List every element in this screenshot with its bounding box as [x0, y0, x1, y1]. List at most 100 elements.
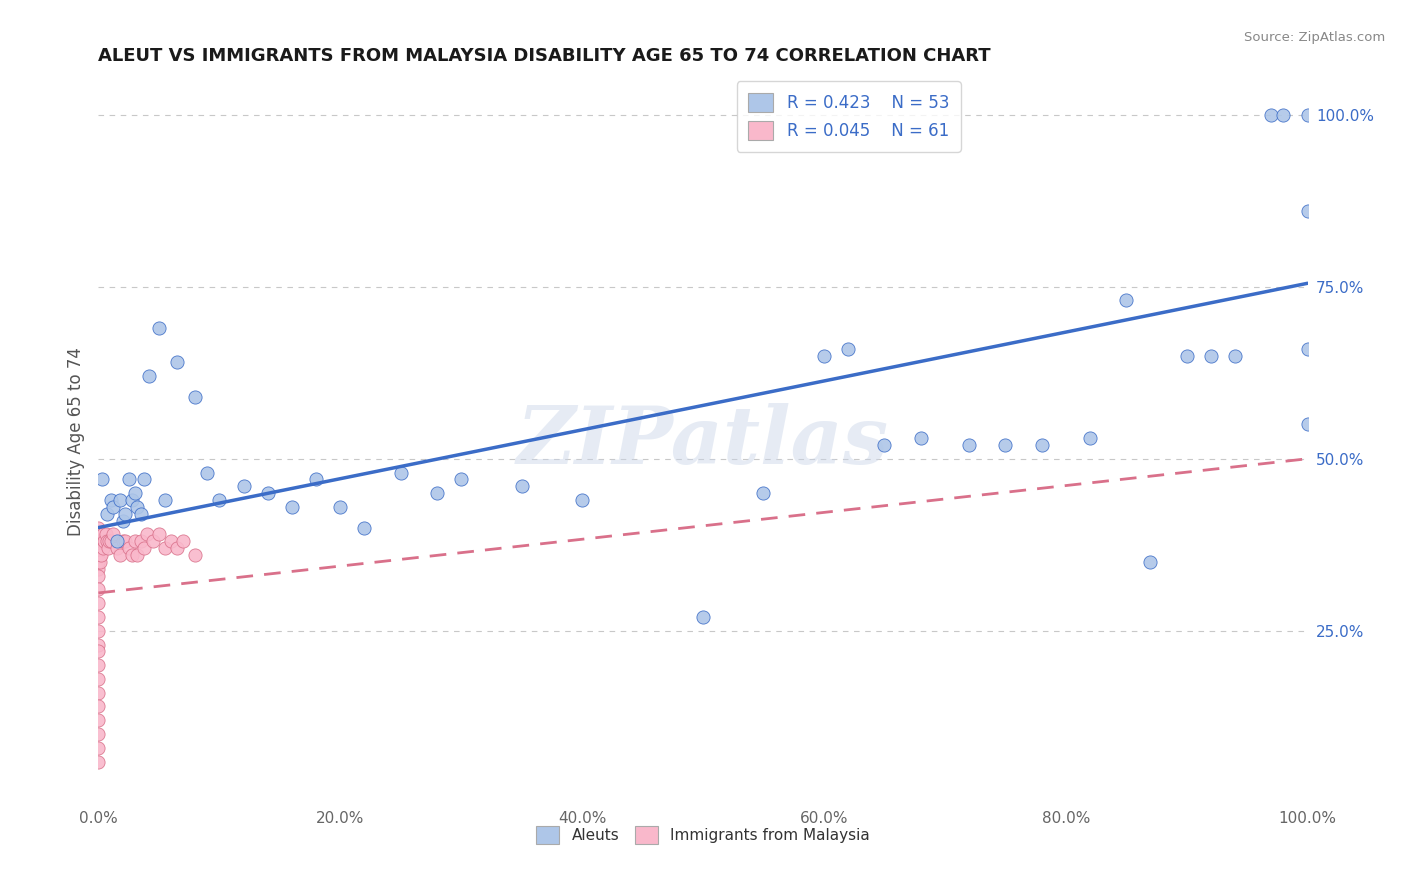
- Point: [87, 555, 110, 569]
- Point: [121, 548, 143, 562]
- Point: [87, 610, 110, 624]
- Point: [91, 541, 114, 556]
- Point: [87, 541, 110, 556]
- Point: [837, 342, 859, 356]
- Point: [101, 527, 124, 541]
- Point: [127, 548, 149, 562]
- Point: [87, 534, 110, 549]
- Point: [100, 493, 122, 508]
- Point: [87, 548, 110, 562]
- Point: [124, 486, 146, 500]
- Point: [692, 610, 714, 624]
- Point: [87, 534, 110, 549]
- Point: [153, 493, 176, 508]
- Point: [87, 568, 110, 582]
- Point: [195, 466, 218, 480]
- Point: [118, 541, 141, 556]
- Point: [94, 527, 117, 541]
- Point: [1260, 108, 1282, 122]
- Point: [87, 555, 110, 569]
- Point: [118, 472, 141, 486]
- Point: [87, 624, 110, 638]
- Point: [87, 644, 110, 658]
- Point: [1139, 555, 1161, 569]
- Point: [87, 658, 110, 673]
- Point: [124, 534, 146, 549]
- Point: [97, 541, 120, 556]
- Point: [114, 534, 136, 549]
- Point: [153, 541, 176, 556]
- Text: ALEUT VS IMMIGRANTS FROM MALAYSIA DISABILITY AGE 65 TO 74 CORRELATION CHART: ALEUT VS IMMIGRANTS FROM MALAYSIA DISABI…: [98, 47, 991, 65]
- Point: [96, 507, 118, 521]
- Point: [1175, 349, 1198, 363]
- Point: [101, 500, 124, 514]
- Point: [87, 527, 110, 541]
- Point: [105, 534, 128, 549]
- Point: [89, 548, 111, 562]
- Point: [89, 541, 111, 556]
- Point: [1199, 349, 1222, 363]
- Point: [121, 493, 143, 508]
- Point: [93, 534, 115, 549]
- Point: [87, 582, 110, 597]
- Point: [184, 548, 207, 562]
- Point: [184, 390, 207, 404]
- Point: [100, 534, 122, 549]
- Point: [129, 507, 152, 521]
- Point: [91, 527, 114, 541]
- Point: [134, 472, 156, 486]
- Point: [89, 534, 111, 549]
- Point: [1031, 438, 1053, 452]
- Point: [166, 355, 188, 369]
- Text: Source: ZipAtlas.com: Source: ZipAtlas.com: [1244, 31, 1385, 45]
- Point: [256, 486, 278, 500]
- Point: [129, 534, 152, 549]
- Point: [111, 534, 134, 549]
- Point: [87, 727, 110, 741]
- Point: [87, 548, 110, 562]
- Point: [281, 500, 304, 514]
- Point: [135, 527, 157, 541]
- Point: [148, 527, 170, 541]
- Point: [329, 500, 352, 514]
- Point: [305, 472, 328, 486]
- Point: [232, 479, 254, 493]
- Point: [134, 541, 156, 556]
- Point: [957, 438, 980, 452]
- Point: [450, 472, 472, 486]
- Point: [87, 686, 110, 700]
- Y-axis label: Disability Age 65 to 74: Disability Age 65 to 74: [66, 347, 84, 536]
- Legend: Aleuts, Immigrants from Malaysia: Aleuts, Immigrants from Malaysia: [527, 817, 879, 853]
- Point: [90, 534, 112, 549]
- Point: [353, 520, 375, 534]
- Point: [87, 672, 110, 686]
- Point: [1296, 417, 1319, 432]
- Point: [87, 562, 110, 576]
- Point: [1296, 108, 1319, 122]
- Text: ZIPatlas: ZIPatlas: [517, 403, 889, 480]
- Point: [87, 755, 110, 769]
- Point: [138, 369, 160, 384]
- Point: [87, 699, 110, 714]
- Point: [910, 431, 932, 445]
- Point: [166, 541, 188, 556]
- Point: [160, 534, 183, 549]
- Point: [510, 479, 533, 493]
- Point: [87, 541, 110, 556]
- Point: [98, 534, 121, 549]
- Point: [813, 349, 835, 363]
- Point: [114, 507, 136, 521]
- Point: [148, 321, 170, 335]
- Point: [111, 514, 134, 528]
- Point: [389, 466, 412, 480]
- Point: [105, 541, 128, 556]
- Point: [873, 438, 896, 452]
- Point: [91, 472, 114, 486]
- Point: [108, 548, 131, 562]
- Point: [91, 534, 114, 549]
- Point: [87, 713, 110, 727]
- Point: [426, 486, 449, 500]
- Point: [208, 493, 231, 508]
- Point: [1296, 204, 1319, 219]
- Point: [89, 555, 111, 569]
